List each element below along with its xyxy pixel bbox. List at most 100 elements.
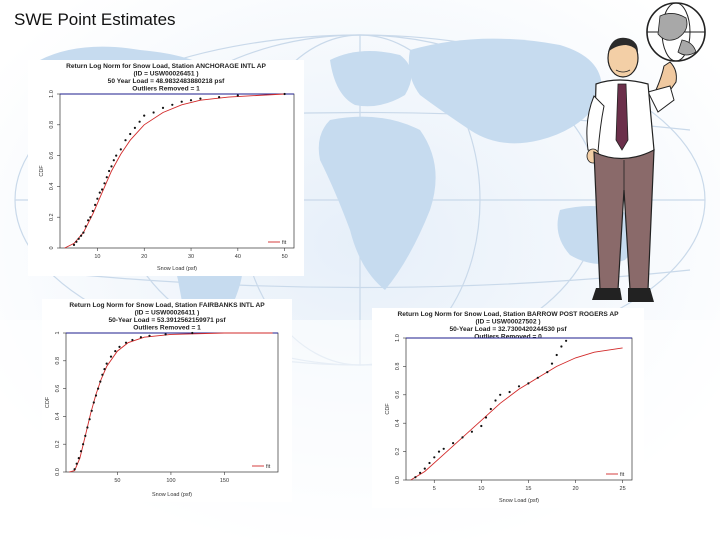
y-tick-label: 0.0 [395,476,401,484]
chart-title-line: 50 Year Load = 48.9832483880218 psf [108,78,225,85]
data-point [152,111,155,114]
legend-label: fit [282,240,287,246]
data-point [80,234,83,237]
data-point [139,336,142,339]
data-point [87,219,90,222]
x-tick-label: 20 [572,486,578,492]
data-point [546,371,549,374]
data-point [86,426,89,429]
data-point [118,345,121,348]
x-axis-label: Snow Load (psf) [499,498,539,504]
data-point [138,120,141,123]
data-point [480,424,483,428]
chart-title-line: (ID = USW00026411 ) [135,310,200,317]
x-tick-label: 100 [166,478,175,484]
data-point [236,94,239,97]
y-tick-label: 0.8 [49,121,55,129]
data-point [433,456,436,459]
africa-shape [318,116,436,291]
data-point [442,447,445,450]
x-tick-label: 50 [282,254,288,260]
data-point [199,97,202,100]
x-tick-label: 50 [114,478,120,484]
chart-title-line: (ID = USW00026451 ) [133,71,198,78]
x-tick-label: 10 [94,254,100,260]
x-tick-label: 150 [220,478,229,484]
trousers [593,148,655,291]
data-point [82,231,85,234]
plot-frame [405,337,633,481]
data-point [499,393,502,396]
data-point [75,462,78,465]
data-point [560,345,563,348]
page-title: SWE Point Estimates [14,10,176,29]
data-point [131,338,134,342]
x-tick-label: 30 [188,254,194,260]
data-point [105,176,108,179]
data-point [218,96,221,99]
y-tick-label: 0.4 [395,419,401,427]
data-point [437,450,441,453]
y-tick-label: 0.2 [395,448,401,456]
y-tick-label: 0.8 [55,357,61,365]
y-tick-label: 1 [55,331,61,334]
chart-title-line: 50-Year Load = 53.3912562159971 psf [108,317,226,324]
y-tick-label: 0.8 [395,363,401,371]
data-point [108,169,111,173]
data-point [103,182,106,185]
chart-title-line: Outliers Removed = 1 [132,86,200,93]
data-point [109,355,113,358]
data-point [133,126,136,129]
x-tick-label: 5 [433,486,436,492]
data-point [484,416,488,419]
data-point [423,467,426,470]
data-point [79,450,83,453]
data-point [115,154,118,157]
y-tick-label: 1.0 [395,334,401,342]
data-point [161,106,165,109]
data-point [98,191,101,194]
y-axis-label: CDF [385,403,391,415]
y-tick-label: 0.4 [49,183,55,191]
y-tick-label: 0.4 [55,413,61,421]
data-point [143,114,146,117]
data-point [419,471,422,474]
x-axis-label: Snow Load (psf) [152,492,192,498]
chart-fairbanks: Return Log Norm for Snow Load, Station F… [45,302,279,498]
data-point [105,362,108,365]
data-point [470,430,473,433]
plot-frame [65,332,279,473]
data-point [84,225,87,228]
data-point [89,216,92,219]
data-point [101,188,104,191]
data-point [77,457,80,460]
data-point [90,409,93,412]
y-axis-label: CDF [45,396,51,408]
y-tick-label: 0.6 [49,152,55,160]
data-point [94,203,97,206]
data-point [75,240,78,243]
head [607,37,639,78]
data-point [171,103,174,106]
data-point [461,436,464,439]
fit-curve [410,347,623,481]
y-tick-label: 0.6 [395,391,401,399]
data-point [494,399,497,402]
x-tick-label: 40 [235,254,241,260]
data-point [103,368,106,371]
x-tick-label: 15 [525,486,531,492]
data-point [77,237,80,240]
chart-panel-barrow: Return Log Norm for Snow Load, Station B… [372,308,644,508]
x-tick-label: 10 [478,486,484,492]
data-point [180,100,183,103]
data-point [91,209,94,213]
x-axis-label: Snow Load (psf) [157,266,197,272]
y-tick-label: 0.6 [55,385,61,393]
chart-title-line: Return Log Norm for Snow Load, Station F… [69,302,265,309]
x-tick-label: 20 [141,254,147,260]
data-point [191,331,194,335]
data-point [96,197,99,200]
x-tick-label: 25 [620,486,626,492]
data-point [550,362,554,365]
data-point [489,407,492,411]
